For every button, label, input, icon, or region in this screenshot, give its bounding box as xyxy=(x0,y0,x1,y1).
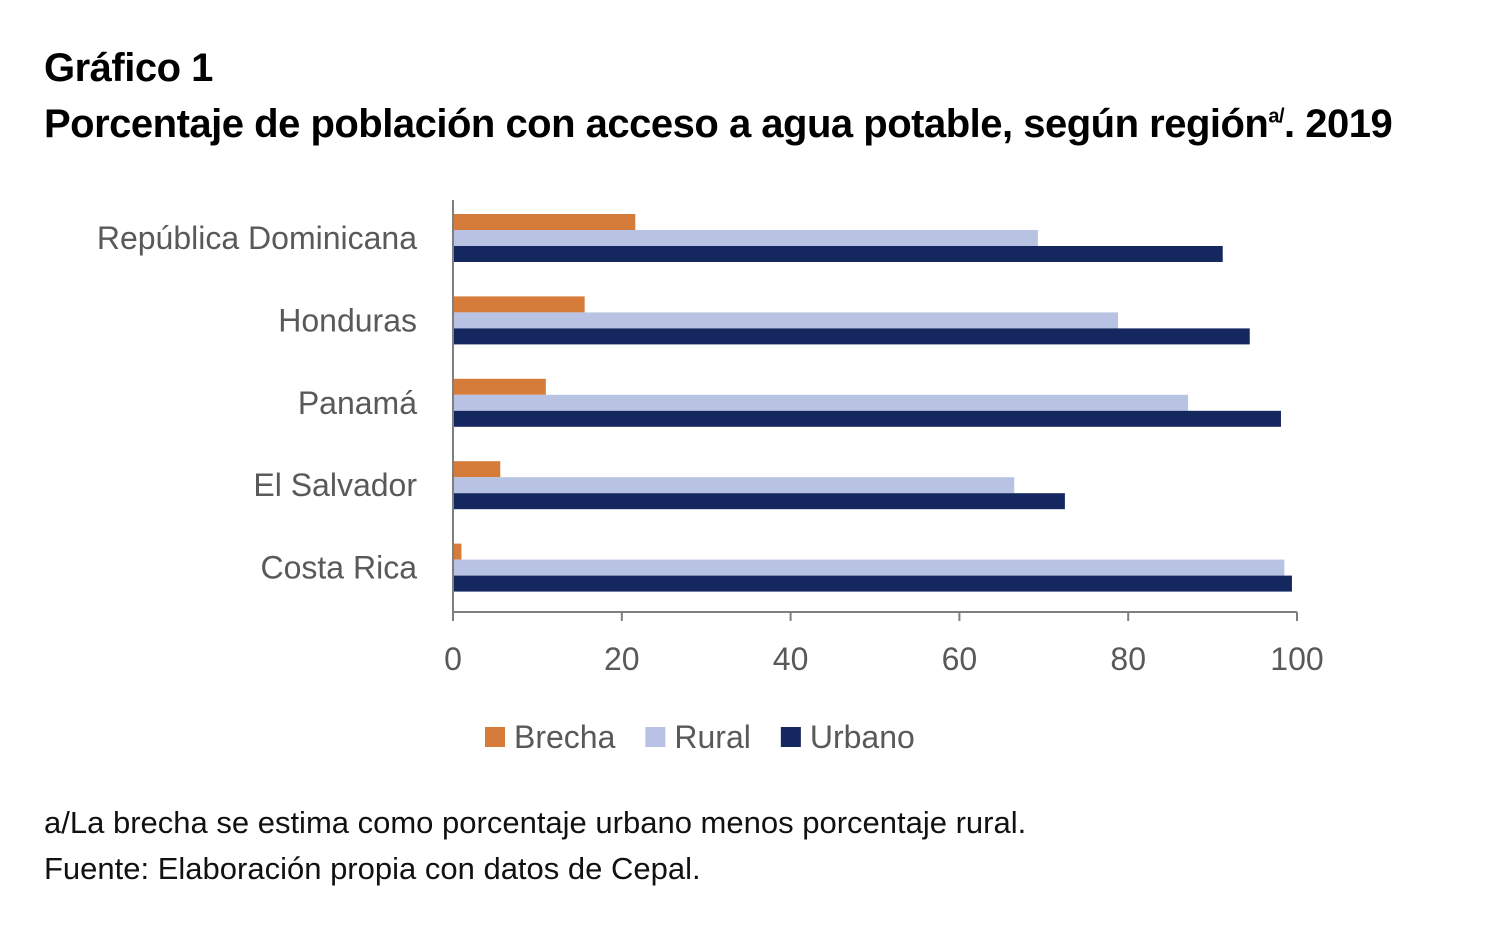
legend-label-brecha: Brecha xyxy=(514,719,616,755)
bar-rural-3 xyxy=(453,394,1189,411)
bar-urbano-3 xyxy=(453,410,1281,427)
figure-number: Gráfico 1 xyxy=(44,46,213,90)
bar-brecha-2 xyxy=(453,296,585,313)
footnote-note: a/La brecha se estima como porcentaje ur… xyxy=(44,805,1027,840)
category-label-1: República Dominicana xyxy=(97,220,417,256)
x-tick-label-2: 20 xyxy=(604,641,640,677)
category-label-5: Costa Rica xyxy=(261,550,418,586)
x-tick-label-3: 40 xyxy=(773,641,809,677)
category-label-3: Panamá xyxy=(298,385,417,421)
legend-swatch-urbano xyxy=(780,727,801,747)
bar-urbano-2 xyxy=(453,328,1250,345)
x-tick-label-4: 60 xyxy=(942,641,978,677)
footnote-source: Fuente: Elaboración propia con datos de … xyxy=(44,851,701,886)
x-tick-label-5: 80 xyxy=(1110,641,1146,677)
bar-brecha-4 xyxy=(453,461,501,478)
bar-chart: República Dominicana Honduras Panamá El Sal… xyxy=(97,200,1324,755)
bar-urbano-1 xyxy=(453,246,1223,262)
chart-heading: Gráfico 1 Porcentaje de población con ac… xyxy=(44,40,1393,152)
bar-brecha-1 xyxy=(453,214,636,230)
bar-rural-4 xyxy=(453,477,1015,494)
bar-rural-1 xyxy=(453,230,1038,246)
chart-title: Porcentaje de población con acceso a agu… xyxy=(44,96,1393,152)
legend-label-rural: Rural xyxy=(674,719,750,755)
bar-brecha-5 xyxy=(453,543,462,560)
chart-title-footnote-mark: a/ xyxy=(1268,105,1285,128)
bar-rural-2 xyxy=(453,312,1119,329)
x-tick-label-1: 0 xyxy=(444,641,462,677)
bar-urbano-5 xyxy=(453,575,1292,592)
category-label-2: Honduras xyxy=(278,302,417,338)
legend-swatch-rural xyxy=(645,727,666,747)
bar-rural-5 xyxy=(453,559,1285,576)
legend-swatch-brecha xyxy=(485,727,505,747)
x-tick-label-6: 100 xyxy=(1270,641,1323,677)
legend-label-urbano: Urbano xyxy=(810,719,915,755)
category-label-4: El Salvador xyxy=(253,467,417,503)
chart-title-main: Porcentaje de población con acceso a agu… xyxy=(44,102,1269,146)
bar-urbano-4 xyxy=(453,493,1065,510)
bar-brecha-3 xyxy=(453,378,546,395)
chart-title-year: . 2019 xyxy=(1284,102,1393,146)
footnotes: a/La brecha se estima como porcentaje ur… xyxy=(44,800,1026,892)
